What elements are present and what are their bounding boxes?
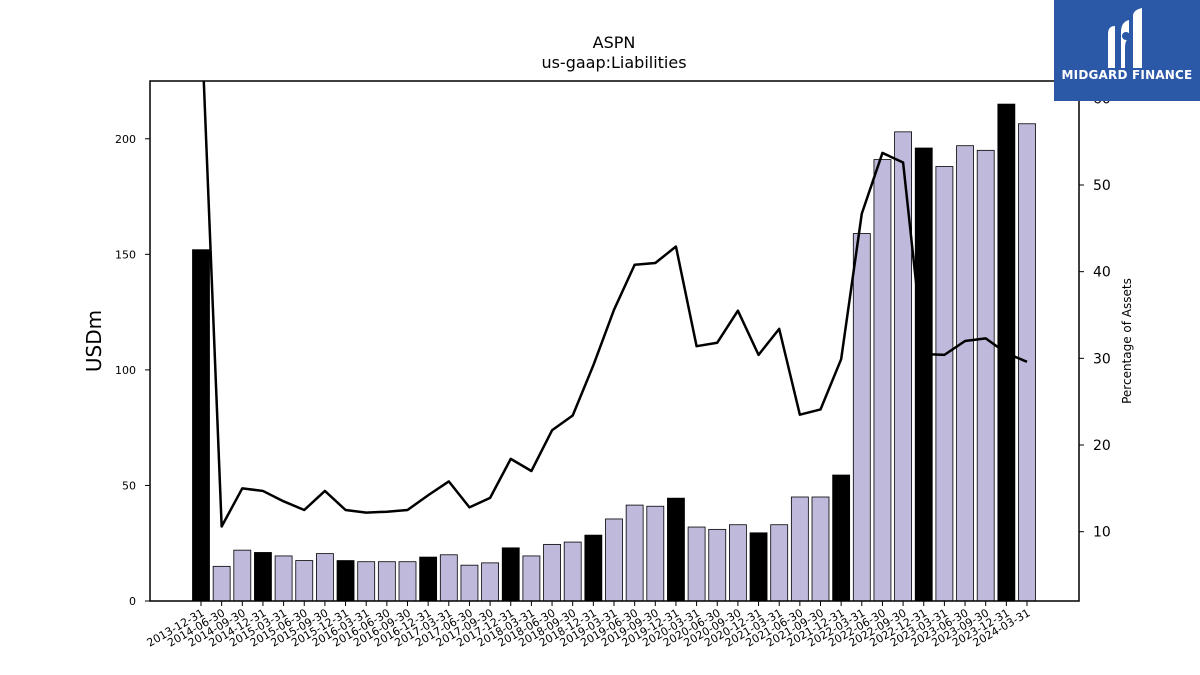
bar-2021-03-31	[770, 524, 789, 602]
y-tick-label-150: 150	[115, 248, 136, 261]
logo-mark-icon	[1108, 8, 1142, 68]
y-tick-label-0: 0	[129, 595, 136, 608]
bar-2017-09-30	[481, 562, 500, 602]
bar-2015-12-31	[336, 560, 355, 602]
bar-2019-09-30	[646, 505, 665, 602]
bar-2017-03-31	[439, 554, 458, 602]
bar-2019-03-31	[605, 518, 623, 602]
y-axis-right: 102030405060	[1079, 91, 1111, 541]
bar-2014-09-30	[233, 549, 252, 602]
y-axis-left: 0 50 100 150 200	[115, 133, 150, 608]
bar-2014-12-31	[254, 552, 272, 602]
y2-tick-label-20: 20	[1093, 438, 1111, 454]
y-tick-label-100: 100	[115, 364, 136, 377]
bar-series	[192, 103, 1036, 602]
chart-title: ASPN	[593, 33, 636, 52]
bar-2016-03-31	[357, 561, 376, 602]
y2-tick-label-50: 50	[1093, 178, 1111, 194]
y2-tick-label-10: 10	[1093, 525, 1111, 541]
bar-2022-09-30	[894, 131, 912, 602]
bar-2021-12-31	[832, 474, 851, 602]
bar-2017-06-30	[460, 564, 479, 602]
bar-2020-09-30	[729, 524, 747, 602]
y-axis-label: USDm	[82, 310, 106, 372]
logo-text: MIDGARD FINANCE	[1061, 68, 1193, 82]
bar-2015-09-30	[315, 553, 334, 602]
bar-2018-03-31	[522, 555, 541, 602]
bar-2018-12-31	[584, 534, 603, 602]
bar-2022-12-31	[914, 147, 933, 602]
chart-subtitle: us-gaap:Liabilities	[541, 53, 686, 72]
x-axis: 2013-12-312014-06-302014-09-302014-12-31…	[145, 601, 1033, 650]
y2-tick-label-30: 30	[1093, 351, 1111, 367]
bar-2024-03-31	[1018, 123, 1036, 602]
bar-2021-06-30	[790, 496, 809, 602]
y-tick-label-200: 200	[115, 133, 136, 146]
bar-2018-09-30	[563, 541, 582, 602]
bar-2016-06-30	[377, 561, 396, 602]
bar-2014-06-30	[212, 565, 231, 602]
bar-2019-06-30	[625, 504, 644, 602]
bar-2017-12-31	[501, 547, 520, 602]
percentage-line	[202, 81, 1028, 528]
y-tick-label-50: 50	[122, 479, 136, 492]
y2-axis-label: Percentage of Assets	[1120, 278, 1134, 404]
bar-2023-06-30	[956, 145, 974, 602]
bar-2022-03-31	[852, 233, 871, 602]
bar-2015-06-30	[295, 560, 314, 602]
bar-2016-12-31	[419, 556, 438, 602]
bar-2016-09-30	[398, 561, 417, 602]
bar-2013-12-31	[192, 249, 210, 602]
bar-2020-06-30	[708, 528, 727, 602]
bar-2020-12-31	[749, 532, 768, 602]
bar-2018-06-30	[543, 543, 561, 602]
bar-2023-03-31	[935, 166, 954, 602]
bar-2015-03-31	[274, 555, 293, 602]
bar-2022-06-30	[873, 159, 892, 602]
bar-2019-12-31	[667, 497, 685, 602]
bar-2021-09-30	[811, 496, 830, 602]
line-series	[202, 81, 1028, 528]
midgard-finance-logo: MIDGARD FINANCE	[1054, 0, 1200, 101]
y2-tick-label-40: 40	[1093, 265, 1111, 281]
bar-2023-09-30	[976, 149, 995, 602]
bar-2020-03-31	[687, 526, 706, 602]
